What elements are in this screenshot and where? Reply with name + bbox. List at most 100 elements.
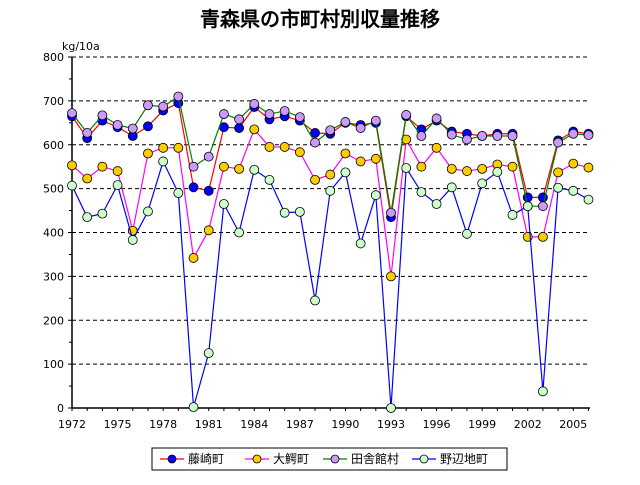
data-point <box>279 207 290 218</box>
data-point <box>97 208 108 219</box>
y-tick-label: 100 <box>43 358 64 371</box>
x-tick-label: 1987 <box>286 418 314 431</box>
data-point <box>112 180 123 191</box>
data-point <box>310 295 320 306</box>
data-point <box>370 153 381 164</box>
x-tick-label: 1996 <box>423 418 451 431</box>
x-tick-label: 1999 <box>468 418 496 431</box>
data-point <box>264 174 275 185</box>
legend-marker <box>252 454 262 464</box>
data-point <box>294 147 305 158</box>
axes: 0 100 200 300 400 500 600 700 800 1972 1975 1978 198… <box>43 51 590 431</box>
data-point <box>507 161 518 172</box>
data-point <box>82 212 93 223</box>
y-axis-label: kg/10a <box>62 40 100 53</box>
series-2 <box>67 124 594 282</box>
data-point <box>340 117 351 127</box>
data-point <box>143 148 153 159</box>
data-point <box>82 173 93 184</box>
data-point <box>67 160 77 171</box>
data-point <box>431 142 442 153</box>
legend-label: 野辺地町 <box>440 452 488 466</box>
data-point <box>325 185 336 196</box>
data-point <box>249 124 260 135</box>
data-point <box>203 348 214 359</box>
data-point <box>446 163 457 174</box>
data-point <box>583 194 594 205</box>
data-point <box>340 148 351 159</box>
data-point <box>264 109 275 119</box>
data-point <box>158 101 169 112</box>
x-tick-label: 1972 <box>58 418 86 431</box>
data-point <box>82 128 93 138</box>
data-point <box>462 228 472 239</box>
legend-item: 田舎館村 <box>323 451 399 466</box>
data-point <box>370 115 381 126</box>
y-tick-label: 600 <box>43 139 64 152</box>
y-tick-label: 400 <box>43 227 64 240</box>
data-point <box>219 199 229 209</box>
data-point <box>416 131 427 141</box>
y-tick-label: 500 <box>43 183 64 196</box>
data-point <box>370 190 381 201</box>
data-point <box>553 137 563 148</box>
data-point <box>203 185 214 196</box>
legend-marker <box>419 454 429 464</box>
legend: 藤崎町 大鰐町 田舎館村 野辺地町 <box>151 447 508 471</box>
data-point <box>188 253 199 263</box>
data-point <box>462 166 472 176</box>
data-point <box>127 123 138 134</box>
data-point <box>249 99 260 109</box>
data-point <box>416 187 427 198</box>
legend-item: 野辺地町 <box>412 452 488 466</box>
data-point <box>188 402 199 413</box>
data-point <box>264 142 275 152</box>
legend-marker <box>167 454 177 464</box>
data-point <box>386 403 396 413</box>
data-point <box>234 123 244 133</box>
data-point <box>386 207 396 218</box>
data-point <box>143 100 153 111</box>
data-point <box>446 182 457 193</box>
data-point <box>446 129 457 140</box>
data-point <box>477 163 488 174</box>
data-point <box>234 227 244 238</box>
data-point <box>355 238 366 249</box>
data-point <box>538 386 548 397</box>
data-point <box>583 162 594 173</box>
data-point <box>492 131 503 141</box>
data-point <box>127 235 138 245</box>
data-point <box>310 137 320 148</box>
data-point <box>416 161 427 172</box>
y-tick-label: 0 <box>57 402 64 415</box>
data-point <box>583 130 594 140</box>
x-tick-label: 1993 <box>377 418 405 431</box>
y-tick-label: 700 <box>43 95 64 108</box>
data-point <box>188 182 199 193</box>
data-point <box>158 156 169 167</box>
data-point <box>522 201 533 212</box>
x-tick-label: 1990 <box>331 418 359 431</box>
data-point <box>431 113 442 124</box>
data-point <box>67 108 77 119</box>
y-tick-label: 300 <box>43 270 64 283</box>
data-point <box>188 161 199 172</box>
series-line <box>71 159 589 409</box>
x-tick-label: 1978 <box>149 418 177 431</box>
data-point <box>219 161 229 172</box>
data-point <box>507 131 518 141</box>
data-point <box>568 185 579 196</box>
data-point <box>67 180 77 191</box>
data-point <box>355 123 366 133</box>
data-point <box>279 142 290 152</box>
data-point <box>431 199 442 209</box>
data-point <box>294 206 305 217</box>
legend-item: 大鰐町 <box>245 452 309 466</box>
data-point <box>112 120 123 130</box>
legend-marker <box>330 454 340 464</box>
data-point <box>538 231 548 242</box>
data-point <box>97 161 108 172</box>
data-point <box>538 201 548 212</box>
data-point <box>477 131 488 141</box>
